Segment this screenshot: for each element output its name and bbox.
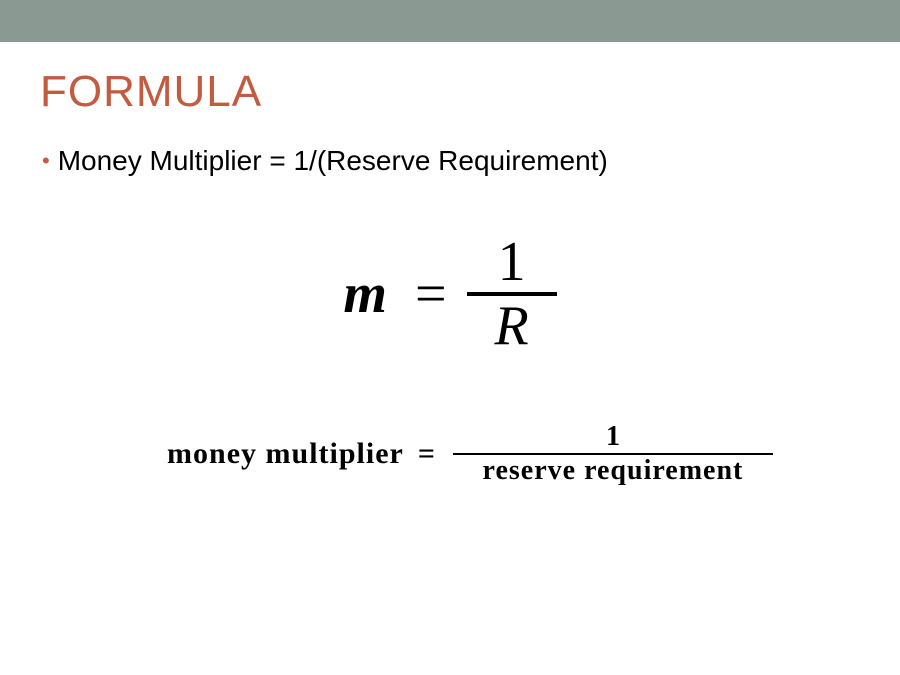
bullet-dot-icon: • — [42, 150, 50, 172]
equation1-denominator: R — [484, 296, 538, 356]
equation-secondary: money multiplier = 1 reserve requirement — [40, 421, 860, 487]
equation1-equals: = — [415, 262, 447, 326]
equation1-fraction: 1 R — [467, 232, 557, 356]
equation-primary: m = 1 R — [40, 232, 860, 356]
equation2-equals: = — [418, 437, 435, 471]
bullet-item: • Money Multiplier = 1/(Reserve Requirem… — [42, 145, 860, 177]
slide-content: FORMULA • Money Multiplier = 1/(Reserve … — [0, 42, 900, 487]
equation2-numerator: 1 — [596, 421, 630, 453]
slide-top-bar — [0, 0, 900, 42]
equation1-lhs: m — [343, 262, 387, 326]
equation2-denominator: reserve requirement — [473, 455, 754, 487]
equation2-lhs: money multiplier — [167, 437, 404, 471]
equation1-numerator: 1 — [488, 232, 536, 292]
slide-title: FORMULA — [40, 67, 860, 117]
bullet-text: Money Multiplier = 1/(Reserve Requiremen… — [58, 145, 608, 177]
equation2-fraction: 1 reserve requirement — [453, 421, 773, 487]
